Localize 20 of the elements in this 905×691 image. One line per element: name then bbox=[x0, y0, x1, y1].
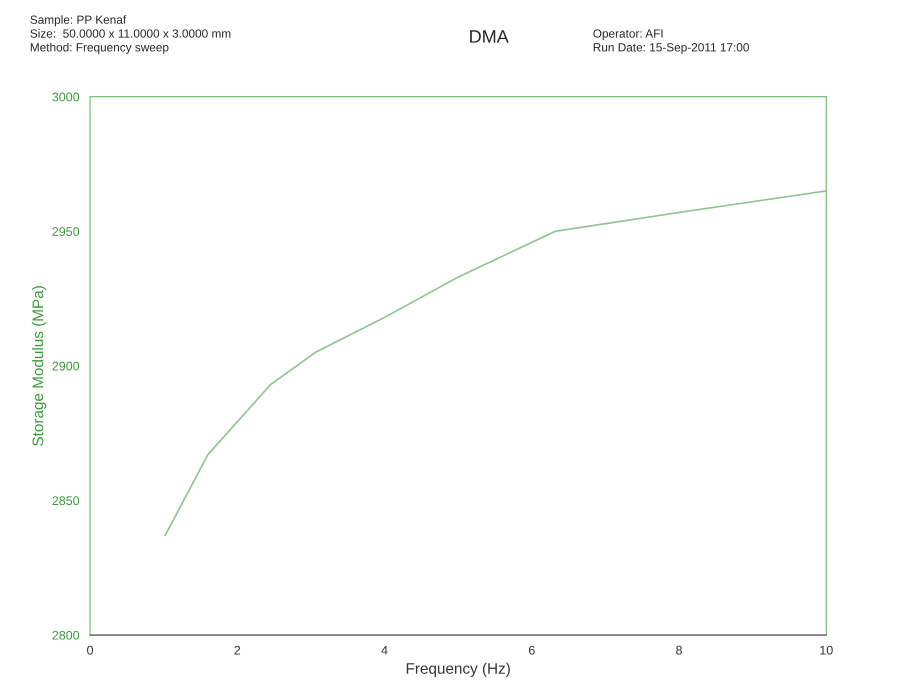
y-tick-label: 2950 bbox=[52, 227, 80, 236]
x-tick-label: 6 bbox=[528, 646, 535, 655]
text: Run Date: 15-Sep-2011 17:00 bbox=[594, 43, 749, 54]
x-tick-label: 2 bbox=[234, 646, 240, 655]
x-axis-title: Frequency (Hz) bbox=[406, 662, 510, 677]
y-tick-label: 2800 bbox=[52, 630, 80, 640]
x-tick-label: 4 bbox=[381, 646, 388, 655]
line-series bbox=[164, 190, 826, 536]
y-tick-label: 3000 bbox=[52, 92, 80, 102]
chart-title: DMA bbox=[470, 30, 509, 43]
text: Operator: AFI bbox=[593, 29, 663, 40]
y-tick-label: 2900 bbox=[52, 362, 80, 371]
text: Method: Frequency sweep bbox=[30, 42, 168, 54]
text: Size: 50.0000 x 11.0000 x 3.0000 mm bbox=[30, 29, 230, 38]
x-tick-label: 8 bbox=[676, 646, 682, 655]
x-tick-label: 0 bbox=[87, 646, 94, 655]
y-tick-label: 2850 bbox=[52, 496, 80, 506]
text: Sample: PP Kenaf bbox=[30, 15, 126, 26]
y-axis-title: Storage Modulus (MPa) bbox=[32, 286, 46, 446]
x-tick-label: 10 bbox=[820, 646, 833, 655]
